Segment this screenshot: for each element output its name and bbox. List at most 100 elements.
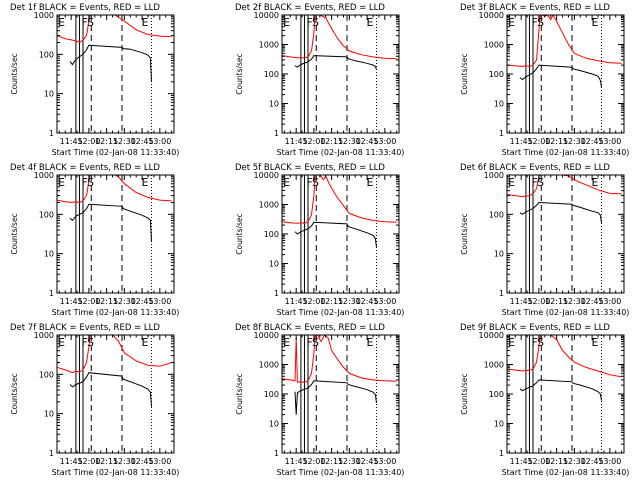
detector-panel: Det 3f BLACK = Events, RED = LLD E F S E 1 10 1… xyxy=(460,3,629,157)
time-markers xyxy=(75,175,153,293)
marker-letter: S xyxy=(87,176,94,189)
marker-letter: E xyxy=(367,16,374,29)
x-tick-label: 12:00 xyxy=(77,457,100,466)
marker-letter: E xyxy=(58,176,65,189)
series-group xyxy=(282,15,397,70)
x-axis-label: Start Time (02-Jan-08 11:33:40) xyxy=(277,468,405,477)
x-tick-label: 13:00 xyxy=(373,457,396,466)
y-tick-label: 1000 xyxy=(484,41,504,50)
y-axis-label: Counts/sec xyxy=(235,373,244,414)
detector-panel: Det 9f BLACK = Events, RED = LLD E F S E 1 10 1… xyxy=(460,323,629,477)
panel-title: Det 7f BLACK = Events, RED = LLD xyxy=(10,323,160,333)
x-tick-label: 12:00 xyxy=(77,297,100,306)
x-tick-label: 11:45 xyxy=(510,457,533,466)
y-axis-label: Counts/sec xyxy=(10,373,19,414)
x-tick-label: 13:00 xyxy=(373,137,396,146)
x-tick-label: 13:00 xyxy=(373,297,396,306)
x-tick-label: 12:00 xyxy=(302,457,325,466)
x-tick-label: 12:30 xyxy=(563,297,586,306)
marker-letter: F xyxy=(531,176,537,189)
y-axis-label: Counts/sec xyxy=(235,213,244,254)
marker-letter: S xyxy=(312,16,319,29)
lld-series-line xyxy=(507,175,622,198)
marker-letter: E xyxy=(283,16,290,29)
detector-panel: Det 7f BLACK = Events, RED = LLD E F S E 1 10 1… xyxy=(10,323,179,477)
time-markers xyxy=(300,335,378,453)
y-tick-label: 10 xyxy=(44,250,54,259)
y-tick-label: 1000 xyxy=(34,171,54,180)
lld-series-line xyxy=(57,335,172,374)
marker-letter: F xyxy=(81,336,87,349)
y-tick-label: 100 xyxy=(489,210,504,219)
y-tick-label: 1000 xyxy=(484,361,504,370)
y-axis-label: Counts/sec xyxy=(10,213,19,254)
marker-letter: S xyxy=(537,16,544,29)
y-axis-label: Counts/sec xyxy=(235,53,244,94)
y-tick-label: 100 xyxy=(489,390,504,399)
panel-title: Det 3f BLACK = Events, RED = LLD xyxy=(460,3,610,13)
y-tick-label: 10 xyxy=(269,100,279,109)
x-tick-label: 12:45 xyxy=(581,297,604,306)
x-tick-label: 11:45 xyxy=(60,137,83,146)
series-group xyxy=(57,335,172,407)
panel-title: Det 8f BLACK = Events, RED = LLD xyxy=(235,323,385,333)
series-group xyxy=(57,175,172,242)
y-tick-label: 100 xyxy=(39,370,54,379)
y-axis-label: Counts/sec xyxy=(460,373,469,414)
x-axis-label: Start Time (02-Jan-08 11:33:40) xyxy=(52,148,180,157)
marker-letter: E xyxy=(58,336,65,349)
y-tick-label: 10 xyxy=(269,420,279,429)
x-tick-label: 13:00 xyxy=(598,137,621,146)
y-axis-label: Counts/sec xyxy=(460,53,469,94)
events-series-line xyxy=(69,372,152,407)
y-tick-label: 1 xyxy=(274,289,279,298)
marker-letter: E xyxy=(283,336,290,349)
y-tick-label: 1000 xyxy=(34,11,54,20)
y-tick-label: 100 xyxy=(39,210,54,219)
marker-letter: E xyxy=(508,16,515,29)
marker-letter: E xyxy=(283,176,290,189)
marker-letter: S xyxy=(312,176,319,189)
x-tick-label: 11:45 xyxy=(60,457,83,466)
marker-letter: F xyxy=(81,176,87,189)
x-tick-label: 13:00 xyxy=(148,297,171,306)
series-group xyxy=(507,335,622,401)
detector-panel: Det 1f BLACK = Events, RED = LLD E F S E 1 10 1… xyxy=(10,3,179,157)
events-series-line xyxy=(294,55,377,70)
x-axis-label: Start Time (02-Jan-08 11:33:40) xyxy=(52,468,180,477)
panel-title: Det 6f BLACK = Events, RED = LLD xyxy=(460,163,610,173)
marker-letter: F xyxy=(306,176,312,189)
marker-letter: S xyxy=(87,336,94,349)
panel-title: Det 9f BLACK = Events, RED = LLD xyxy=(460,323,610,333)
x-tick-label: 12:45 xyxy=(581,137,604,146)
y-tick-label: 1 xyxy=(274,129,279,138)
y-tick-label: 1 xyxy=(499,289,504,298)
marker-letter: F xyxy=(531,16,537,29)
detector-panel: Det 5f BLACK = Events, RED = LLD E F S E 1 10 1… xyxy=(235,163,404,317)
time-markers xyxy=(75,15,153,133)
x-axis-label: Start Time (02-Jan-08 11:33:40) xyxy=(502,148,630,157)
x-tick-label: 12:45 xyxy=(131,297,154,306)
x-tick-label: 11:45 xyxy=(285,457,308,466)
time-markers xyxy=(300,175,378,293)
panel-title: Det 4f BLACK = Events, RED = LLD xyxy=(10,163,160,173)
x-tick-label: 12:15 xyxy=(320,457,343,466)
x-tick-label: 12:45 xyxy=(356,297,379,306)
time-markers xyxy=(300,15,378,133)
marker-letter: F xyxy=(306,336,312,349)
events-series-line xyxy=(69,203,152,242)
detector-panel: Det 8f BLACK = Events, RED = LLD E F S E 1 10 1… xyxy=(235,323,404,477)
time-markers xyxy=(525,15,603,133)
x-tick-label: 12:15 xyxy=(545,297,568,306)
marker-letter: E xyxy=(592,336,599,349)
x-tick-label: 12:00 xyxy=(527,137,550,146)
events-series-line xyxy=(294,380,377,415)
y-axis-label: Counts/sec xyxy=(460,213,469,254)
panel-title: Det 1f BLACK = Events, RED = LLD xyxy=(10,3,160,13)
y-tick-label: 10000 xyxy=(254,11,279,20)
plot-frame xyxy=(506,174,625,294)
y-tick-label: 10 xyxy=(44,90,54,99)
x-tick-label: 12:30 xyxy=(113,457,136,466)
marker-letter: F xyxy=(306,16,312,29)
series-group xyxy=(57,15,172,82)
